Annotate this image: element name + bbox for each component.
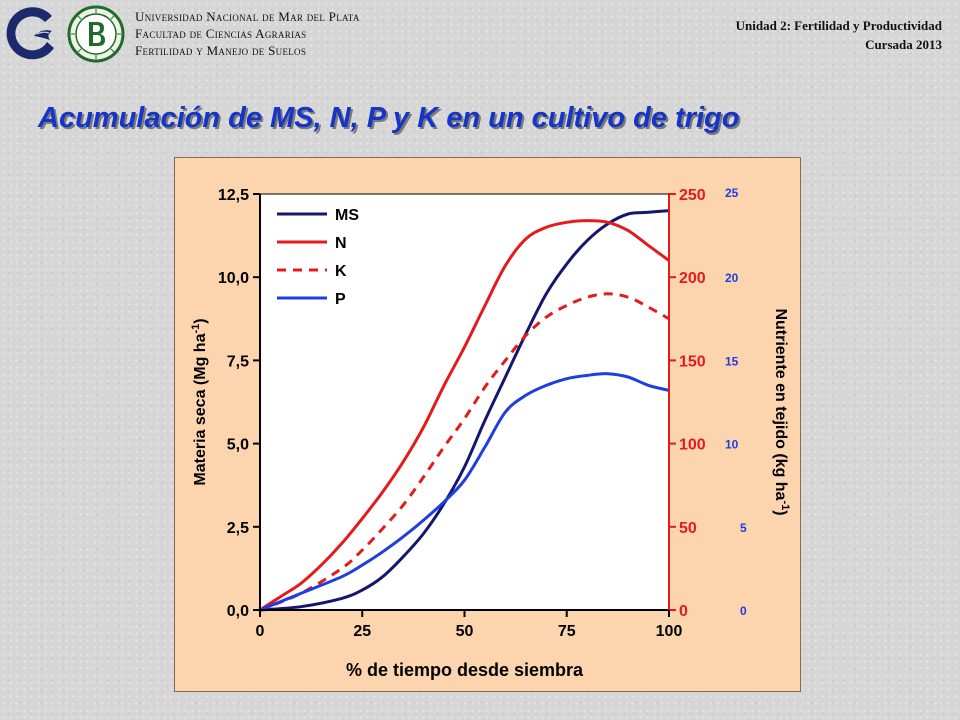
faculty-seal-icon <box>67 5 125 63</box>
legend-label-n: N <box>335 235 347 252</box>
series-line-k <box>259 292 670 612</box>
series-line-n <box>259 219 670 612</box>
faculty-name: Facultad de Ciencias Agrarias <box>135 26 307 41</box>
y-axis-right-label: Nutriente en tejido (kg ha-1) <box>772 308 791 515</box>
y-right-n-tick-label: 200 <box>679 270 706 287</box>
legend-label-k: K <box>335 263 347 280</box>
y-left-tick-label: 0,0 <box>227 603 249 620</box>
legend-label-p: P <box>335 291 346 308</box>
y-right-p-tick-label: 0 <box>740 604 747 618</box>
y-right-n-tick-label: 150 <box>679 353 706 370</box>
university-name: Universidad Nacional de Mar del Plata <box>135 9 360 24</box>
y-right-p-tick-label: 20 <box>725 271 739 285</box>
series-line-ms <box>259 209 670 612</box>
y-right-n-tick-label: 250 <box>679 187 706 204</box>
x-tick-label: 50 <box>456 623 474 640</box>
y-right-n-tick-label: 0 <box>679 603 688 620</box>
y-right-n-tick-label: 100 <box>679 437 706 454</box>
unit-header: Unidad 2: Fertilidad y Productividad Cur… <box>736 16 942 54</box>
course-year: Cursada 2013 <box>865 37 942 52</box>
slide-title: Acumulación de MS, N, P y K en un cultiv… <box>38 102 740 134</box>
course-name: Fertilidad y Manejo de Suelos <box>135 43 307 58</box>
y-right-p-tick-label: 25 <box>725 186 739 200</box>
y-left-tick-label: 7,5 <box>227 353 249 370</box>
plot-area <box>260 194 669 610</box>
chart: 0,02,55,07,510,012,505010015020025005101… <box>190 186 791 680</box>
x-tick-label: 100 <box>656 623 683 640</box>
unit-title: Unidad 2: Fertilidad y Productividad <box>735 18 942 33</box>
y-right-p-tick-label: 15 <box>725 354 739 368</box>
x-axis-label: % de tiempo desde siembra <box>346 660 584 680</box>
y-right-n-tick-label: 50 <box>679 520 697 537</box>
x-tick-label: 75 <box>558 623 576 640</box>
university-header: Universidad Nacional de Mar del Plata Fa… <box>135 8 360 59</box>
series-line-p <box>259 372 670 612</box>
y-left-tick-label: 10,0 <box>218 270 249 287</box>
y-right-p-tick-label: 5 <box>740 521 747 535</box>
chart-panel: 0,0 2,5 5,0 7,5 10,0 12,5 0 50 100 150 200 250 0 5 10 1… <box>174 157 801 692</box>
y-right-p-tick-label: 10 <box>725 438 739 452</box>
y-left-tick-label: 2,5 <box>227 520 249 537</box>
x-tick-label: 25 <box>353 623 371 640</box>
x-tick-label: 0 <box>256 623 265 640</box>
y-left-tick-label: 5,0 <box>227 437 249 454</box>
y-axis-left-label: Materia seca (Mg ha-1) <box>190 318 209 485</box>
legend-label-ms: MS <box>335 207 359 224</box>
university-logo-icon <box>6 7 55 60</box>
y-left-tick-label: 12,5 <box>218 187 249 204</box>
